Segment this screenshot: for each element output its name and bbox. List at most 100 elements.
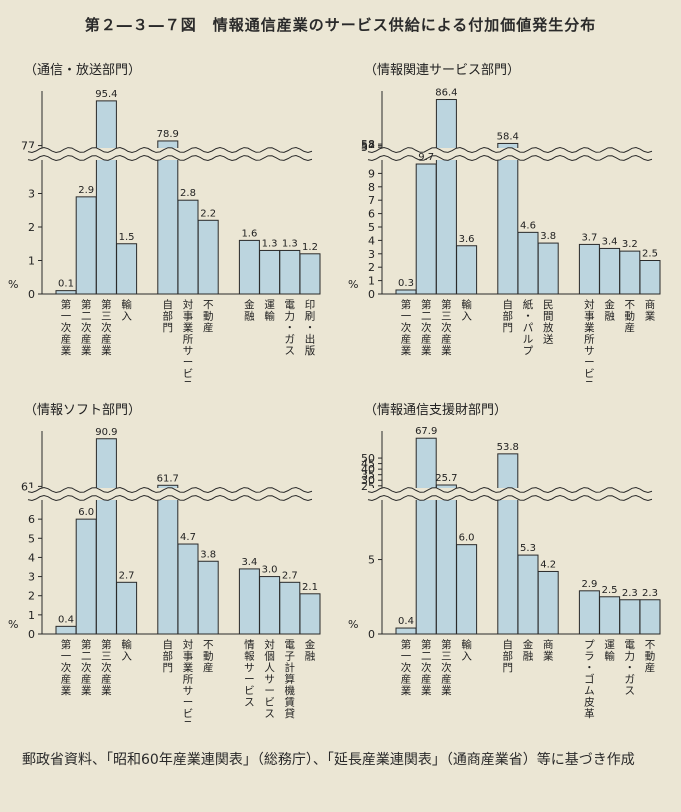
- y-tick-label: 0: [28, 628, 35, 641]
- bar: [197, 560, 219, 635]
- category-label: 不動産: [625, 299, 636, 334]
- y-tick-label: 0: [28, 288, 35, 301]
- bar: [95, 438, 117, 635]
- category-label: 自部門: [503, 298, 514, 334]
- category-label: 第一次産業: [61, 298, 72, 357]
- bar: [456, 245, 478, 295]
- category-label: 第三次産業: [441, 638, 452, 697]
- bar: [55, 625, 77, 635]
- category-label: 対事業所サービス: [584, 298, 595, 382]
- category-label: 運輸: [604, 639, 615, 663]
- bar: [599, 596, 621, 635]
- bar: [259, 576, 281, 635]
- bar: [578, 590, 600, 635]
- data-label: 2.9: [78, 185, 94, 196]
- data-label: 1.2: [302, 242, 318, 253]
- bar: [95, 100, 117, 295]
- data-label: 78.9: [157, 129, 179, 140]
- category-label: 情報サービス: [244, 638, 255, 709]
- bar: [639, 260, 661, 295]
- data-label: 9.7: [418, 152, 434, 163]
- y-tick-label: 5: [368, 221, 375, 234]
- bar: [619, 250, 641, 295]
- bar: [157, 140, 179, 295]
- bar: [435, 484, 457, 635]
- axis-break-line: [367, 146, 653, 154]
- y-tick-label: 45: [361, 458, 375, 471]
- chart-panel-support-goods: （情報通信支援財部門） 0 5 25 30 35 40 45 50% 0.4 67.9 25.7 6.0…: [340, 392, 670, 722]
- data-label: 1.3: [282, 238, 298, 249]
- category-label: 不動産: [203, 299, 214, 334]
- y-tick-label: 3: [368, 248, 375, 261]
- bar: [517, 231, 539, 295]
- category-label: 自部門: [503, 638, 514, 674]
- bar: [517, 554, 539, 635]
- category-label: 第二次産業: [81, 298, 92, 357]
- bar: [116, 581, 138, 635]
- category-label: 金融: [604, 298, 615, 323]
- data-label: 3.6: [459, 234, 475, 245]
- chart-panel-telecom-broadcast: （通信・放送部門） 0 1 2 3 77% 0.1 2.9 95.4 1.5 78.9 2.8 2.2 1…: [0, 52, 330, 382]
- y-tick-label: 4: [368, 234, 375, 247]
- bar: [157, 484, 179, 635]
- category-label: 第一次産業: [61, 638, 72, 697]
- y-tick-label: 8: [368, 181, 375, 194]
- y-axis-label: %: [348, 618, 358, 631]
- category-label: 輸入: [121, 638, 132, 663]
- bar: [55, 290, 77, 295]
- axis-break-band: [28, 488, 312, 500]
- data-label: 3.8: [540, 231, 556, 242]
- data-label: 2.9: [581, 579, 597, 590]
- y-tick-label: 3: [28, 571, 35, 584]
- axis-break-line: [367, 494, 653, 502]
- chart-panel-info-software: （情報ソフト部門） 0 1 2 3 4 5 6 61% 0.4 6.0 90.9 2.7 61.7 4.7 3…: [0, 392, 330, 722]
- category-label: プラ・ゴム皮革: [584, 639, 595, 720]
- category-label: 第二次産業: [421, 298, 432, 357]
- axis-break-line: [367, 486, 653, 494]
- data-label: 58.4: [497, 131, 519, 142]
- y-tick-label: 6: [368, 208, 375, 221]
- y-tick-label: 5: [28, 532, 35, 545]
- category-label: 紙・パルプ: [523, 298, 534, 357]
- category-label: 第一次産業: [401, 298, 412, 357]
- data-label: 3.8: [200, 549, 216, 560]
- category-label: 輸入: [461, 298, 472, 323]
- data-label: 86.4: [435, 88, 457, 99]
- data-label: 2.5: [602, 585, 618, 596]
- category-label: 金融: [305, 638, 316, 663]
- bar: [279, 249, 301, 295]
- data-label: 1.3: [262, 238, 278, 249]
- bar: [238, 568, 260, 635]
- category-label: 対事業所サービス: [183, 638, 194, 722]
- data-label: 53.8: [497, 442, 519, 453]
- y-tick-label: 1: [368, 275, 375, 288]
- data-label: 4.7: [180, 532, 196, 543]
- data-label: 2.7: [119, 570, 135, 581]
- panel-title: （通信・放送部門）: [24, 63, 141, 78]
- y-tick-label: 2: [368, 261, 375, 274]
- y-tick-label: 0: [368, 288, 375, 301]
- bar: [395, 627, 417, 635]
- category-label: 第三次産業: [101, 638, 112, 697]
- bar: [497, 142, 519, 295]
- data-label: 95.4: [95, 89, 117, 100]
- y-tick-label: 6: [28, 513, 35, 526]
- bar: [299, 593, 321, 635]
- data-label: 3.2: [622, 239, 638, 250]
- category-label: 電力・ガス: [285, 299, 296, 357]
- data-label: 2.8: [180, 188, 196, 199]
- y-axis-label: %: [8, 278, 18, 291]
- y-tick-label: 7: [368, 194, 375, 207]
- bar: [197, 219, 219, 295]
- y-tick-label: 30: [361, 474, 375, 487]
- y-tick-label: 2: [28, 590, 35, 603]
- source-note: 郵政省資料、「昭和60年産業連関表」（総務庁）、「延長産業連関表」（通商産業省）…: [22, 752, 635, 768]
- bar: [395, 289, 417, 295]
- bar: [619, 599, 641, 635]
- y-tick-label: 1: [28, 255, 35, 268]
- data-label: 25.7: [435, 473, 457, 484]
- y-tick-label: 4: [28, 551, 35, 564]
